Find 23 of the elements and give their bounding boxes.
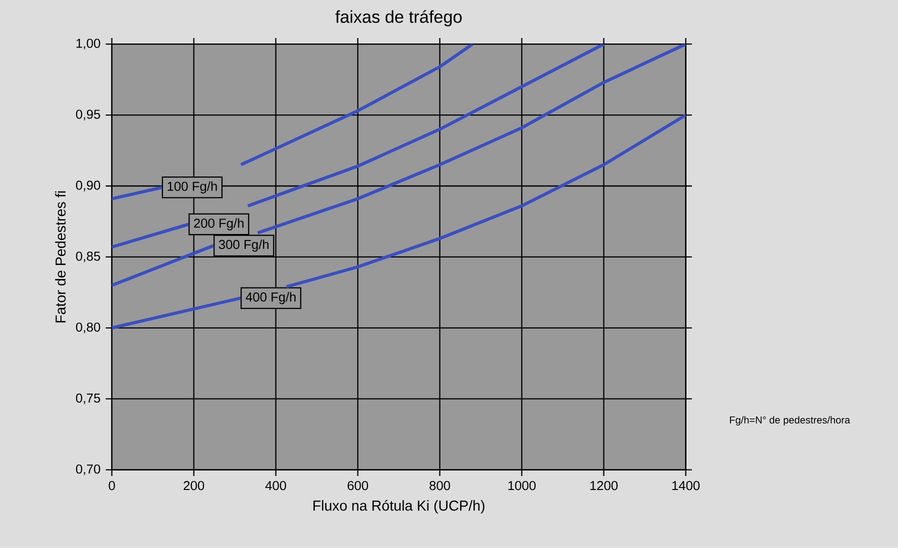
y-tick-label: 0,70 xyxy=(76,464,100,476)
y-tick-label: 1,00 xyxy=(76,38,100,50)
series-label: 100 Fg/h xyxy=(168,182,217,194)
y-tick-label: 0,90 xyxy=(76,180,100,192)
series-label: 400 Fg/h xyxy=(246,292,296,304)
series-label: 300 Fg/h xyxy=(218,240,268,252)
y-tick-label: 0,85 xyxy=(76,252,100,262)
x-tick-label: 200 xyxy=(184,481,204,490)
x-tick-label: 0 xyxy=(108,481,115,490)
series-label: 200 Fg/h xyxy=(194,218,244,230)
text: Fg/h=N° de pedestres/hora xyxy=(730,416,850,426)
x-tick-label: 600 xyxy=(348,481,368,490)
y-axis-title: Fator de Pedestres fi xyxy=(55,191,66,322)
y-tick-label: 0,75 xyxy=(76,394,100,404)
x-tick-label: 1000 xyxy=(508,481,536,490)
x-tick-label: 1200 xyxy=(590,481,618,490)
x-axis-title: Fluxo na Rótula Ki (UCP/h) xyxy=(313,500,484,514)
x-tick-label: 800 xyxy=(430,481,450,490)
y-tick-label: 0,95 xyxy=(76,110,100,120)
chart-title: faixas de tráfego xyxy=(335,10,462,26)
x-tick-label: 1400 xyxy=(672,481,700,490)
y-tick-label: 0,80 xyxy=(76,322,100,334)
x-tick-label: 400 xyxy=(265,481,286,490)
